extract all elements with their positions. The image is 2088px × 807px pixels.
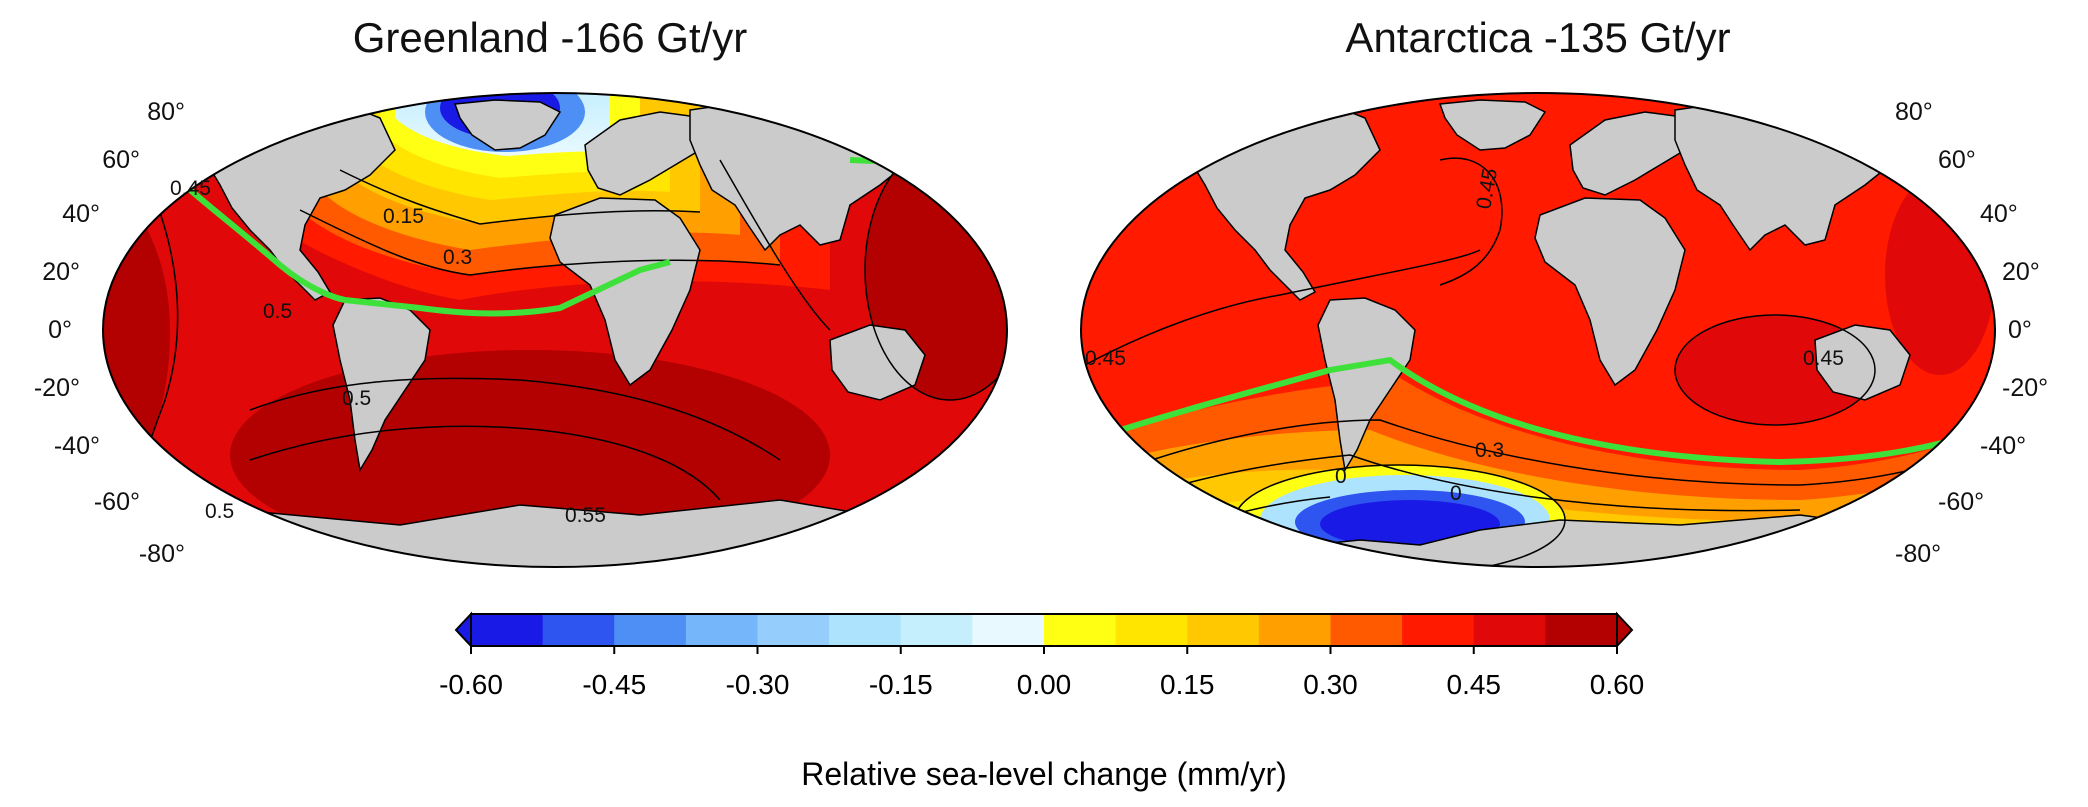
latitude-labels-right: 80° 60° 40° 20° 0° -20° -40° -60° -80° bbox=[1895, 98, 2048, 568]
contour-label: 0 bbox=[1450, 482, 1462, 505]
contour-label: 0.55 bbox=[565, 504, 606, 527]
colorbar-cell bbox=[1044, 614, 1117, 646]
contour-label: 0.45 bbox=[1803, 347, 1844, 370]
colorbar-cell bbox=[542, 614, 615, 646]
lat-label: -60° bbox=[1938, 488, 1984, 516]
greenland-map bbox=[102, 92, 1008, 568]
colorbar-tick-label: -0.60 bbox=[439, 669, 503, 700]
greenland-panel-title: Greenland -166 Gt/yr bbox=[352, 14, 748, 61]
lat-label: 0° bbox=[48, 316, 72, 344]
colorbar-cell bbox=[1187, 614, 1260, 646]
colorbar-cell bbox=[900, 614, 973, 646]
australia-land bbox=[1814, 324, 1911, 401]
colorbar-cell bbox=[1545, 614, 1618, 646]
africa-land bbox=[1534, 197, 1686, 387]
antarctica-map-frame bbox=[1080, 92, 1996, 568]
greenland-map-frame bbox=[102, 92, 1008, 568]
colorbar-tick-label: -0.30 bbox=[726, 669, 790, 700]
lat-label: 40° bbox=[1980, 200, 2018, 228]
contour-line-020 bbox=[1129, 454, 1801, 512]
contour-label: 0.3 bbox=[1475, 439, 1504, 462]
antarctica-panel-title: Antarctica -135 Gt/yr bbox=[1345, 14, 1731, 61]
lat-label: 60° bbox=[1938, 146, 1976, 174]
lat-label: -60° bbox=[94, 488, 140, 516]
lat-label: 40° bbox=[62, 200, 100, 228]
colorbar-cell bbox=[972, 614, 1045, 646]
lat-label: -80° bbox=[139, 540, 185, 568]
colorbar-cell bbox=[685, 614, 758, 646]
antarctica-map bbox=[1080, 92, 1996, 568]
colorbar-tick-label: 0.30 bbox=[1303, 669, 1358, 700]
colorbar-cell bbox=[614, 614, 687, 646]
colorbar-cell bbox=[1115, 614, 1188, 646]
lat-label: -40° bbox=[54, 432, 100, 460]
colorbar-tick-label: -0.45 bbox=[582, 669, 646, 700]
lat-label: 80° bbox=[147, 98, 185, 126]
south-america-land bbox=[1317, 297, 1416, 473]
lat-label: 60° bbox=[102, 146, 140, 174]
contour-line-030 bbox=[1109, 419, 1995, 486]
colorbar-cell bbox=[1330, 614, 1403, 646]
zero-contour-line bbox=[1089, 356, 1995, 466]
colorbar-cell bbox=[757, 614, 830, 646]
contour-line-045-b bbox=[1439, 157, 1503, 286]
colorbar-cell bbox=[1402, 614, 1475, 646]
contour-label: 0.45 bbox=[1085, 347, 1126, 370]
greenland-land bbox=[453, 99, 562, 151]
latitude-labels-left: 80° 60° 40° 20° 0° -20° -40° -60° -80° bbox=[34, 98, 185, 568]
australia-land bbox=[829, 324, 926, 401]
contour-line-045-indian bbox=[1674, 314, 1876, 426]
lat-label: -40° bbox=[1980, 432, 2026, 460]
colorbar-tick-label: 0.00 bbox=[1017, 669, 1072, 700]
greenland-land bbox=[1438, 99, 1547, 151]
lat-label: 80° bbox=[1895, 98, 1933, 126]
colorbar-tick-label: 0.15 bbox=[1160, 669, 1215, 700]
colorbar-tick-label: 0.60 bbox=[1590, 669, 1645, 700]
south-america-land bbox=[332, 297, 431, 473]
contour-label: 0 bbox=[1335, 465, 1347, 488]
colorbar-tick-label: -0.15 bbox=[869, 669, 933, 700]
lat-label: 0° bbox=[2008, 316, 2032, 344]
lat-label: 20° bbox=[42, 258, 80, 286]
contour-line-050-south bbox=[249, 377, 781, 461]
contour-line-015 bbox=[339, 169, 701, 225]
africa-land bbox=[549, 197, 701, 387]
contour-label: 0.3 bbox=[443, 246, 472, 269]
colorbar-cell bbox=[471, 614, 544, 646]
colorbar-max-arrow bbox=[1616, 611, 1634, 649]
contour-label: 0.5 bbox=[205, 500, 234, 523]
contour-label: 0.45 bbox=[170, 177, 211, 200]
lat-label: 20° bbox=[2002, 258, 2040, 286]
lat-label: -20° bbox=[34, 374, 80, 402]
contour-line-030 bbox=[299, 209, 781, 276]
colorbar-cell bbox=[829, 614, 902, 646]
colorbar: -0.60 -0.45 -0.30 -0.15 0.00 0.15 0.30 0.45 0.60… bbox=[439, 611, 1645, 792]
colorbar-cell bbox=[1258, 614, 1331, 646]
colorbar-tick-label: 0.45 bbox=[1447, 669, 1502, 700]
colorbar-min-arrow bbox=[454, 611, 472, 649]
colorbar-title: Relative sea-level change (mm/yr) bbox=[801, 756, 1287, 792]
europe-land bbox=[584, 111, 706, 196]
contour-label: 0.5 bbox=[263, 300, 292, 323]
colorbar-cell bbox=[1473, 614, 1546, 646]
contour-line-055 bbox=[249, 425, 721, 501]
ocean-fill-arctic-west bbox=[220, 93, 340, 130]
contour-label: 0.15 bbox=[383, 205, 424, 228]
lat-label: -80° bbox=[1895, 540, 1941, 568]
contour-line-diagonal bbox=[719, 159, 831, 331]
europe-land bbox=[1569, 111, 1691, 196]
lat-label: -20° bbox=[2002, 374, 2048, 402]
contour-lines bbox=[1084, 157, 1995, 567]
contour-line-045-a bbox=[1084, 249, 1481, 366]
contour-label: 0.5 bbox=[342, 387, 371, 410]
